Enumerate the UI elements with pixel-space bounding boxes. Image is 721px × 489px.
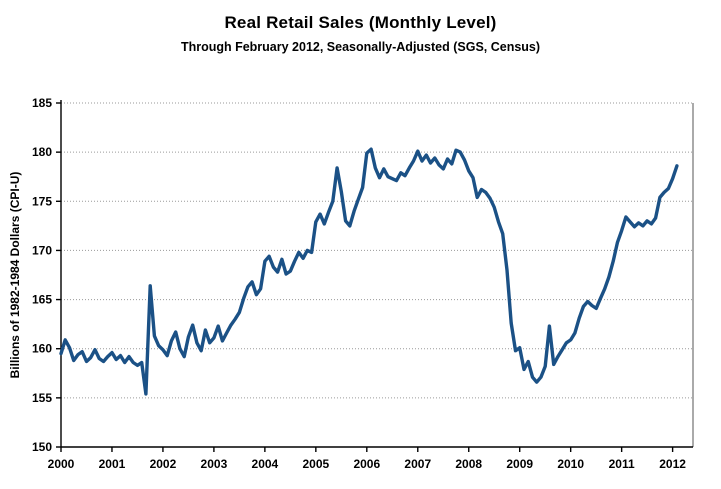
y-tick-label: 175 xyxy=(32,194,52,208)
x-tick-label: 2009 xyxy=(506,457,533,471)
data-series-line xyxy=(59,147,679,396)
x-tick-label: 2002 xyxy=(150,457,177,471)
x-tick-label: 2001 xyxy=(99,457,126,471)
x-tick-label: 2006 xyxy=(353,457,380,471)
y-tick-label: 160 xyxy=(32,342,52,356)
y-tick-label: 155 xyxy=(32,391,52,405)
x-tick-label: 2010 xyxy=(557,457,584,471)
chart-subtitle: Through February 2012, Seasonally-Adjust… xyxy=(180,40,541,54)
x-tick-label: 2005 xyxy=(302,457,329,471)
y-tick-label: 180 xyxy=(32,145,52,159)
y-tick-label: 165 xyxy=(32,293,52,307)
chart-title: Real Retail Sales (Monthly Level) xyxy=(224,13,497,32)
y-tick-label: 150 xyxy=(32,440,52,454)
y-tick-label: 185 xyxy=(32,96,52,110)
x-tick-label: 2011 xyxy=(609,457,635,471)
x-tick-label: 2003 xyxy=(201,457,228,471)
x-tick-label: 2000 xyxy=(48,457,75,471)
x-tick-label: 2012 xyxy=(659,457,686,471)
x-tick-label: 2007 xyxy=(404,457,431,471)
x-tick-label: 2004 xyxy=(252,457,279,471)
x-tick-label: 2008 xyxy=(455,457,482,471)
y-tick-label: 170 xyxy=(32,243,52,257)
